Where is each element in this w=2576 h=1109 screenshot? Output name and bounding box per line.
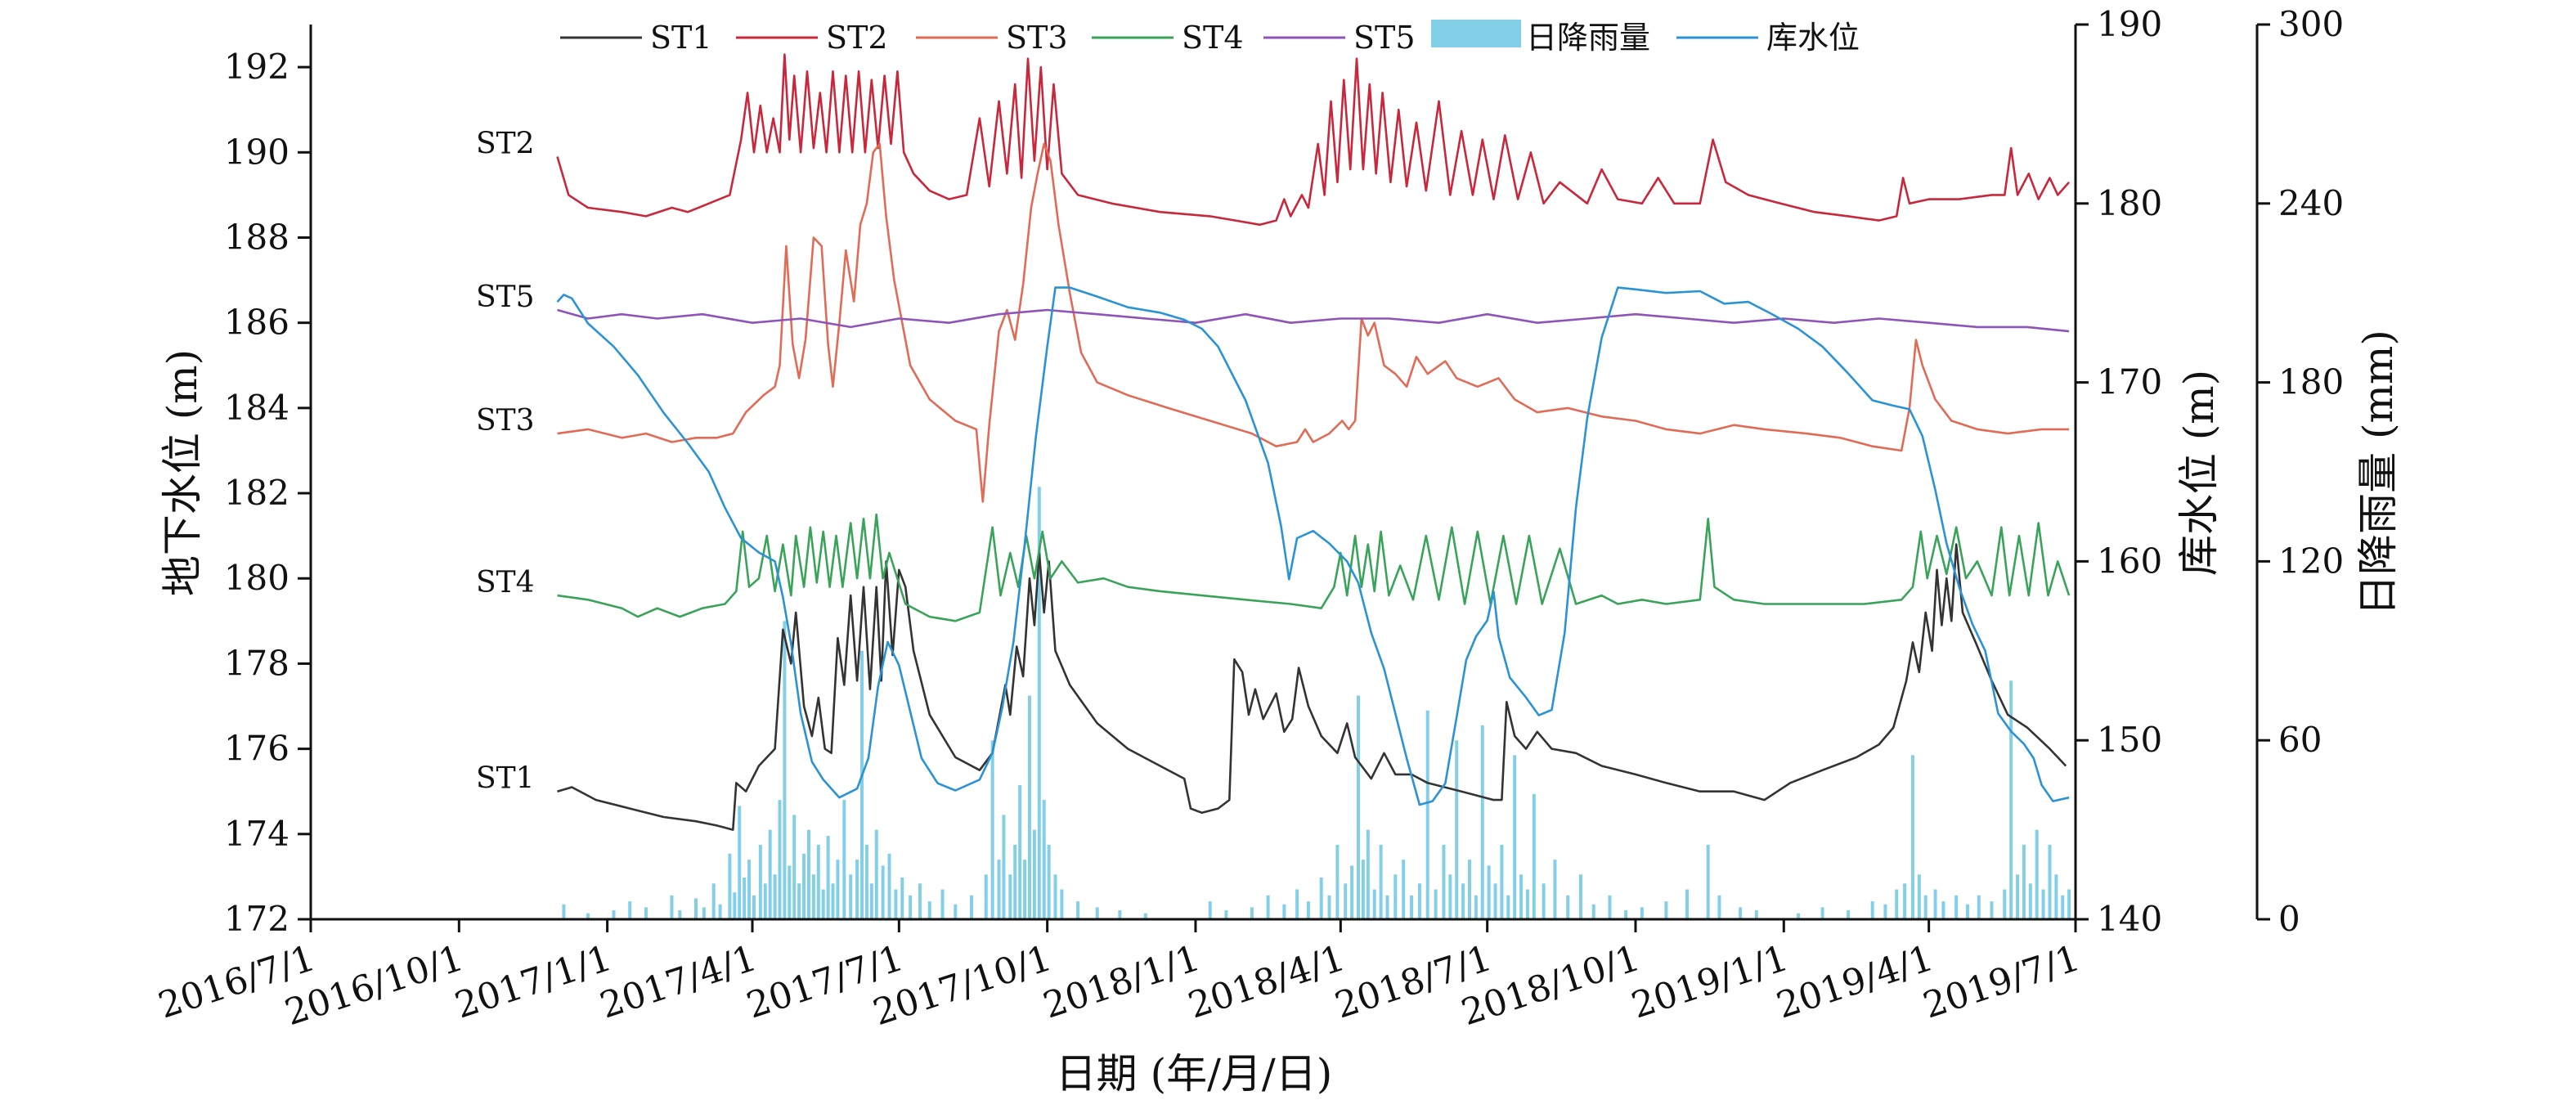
series-line-ST2 (556, 53, 2071, 227)
y-right2-tick-label: 240 (2278, 183, 2344, 223)
series-line-ST1 (557, 543, 2067, 831)
y-right2-tick-label: 120 (2278, 541, 2344, 581)
y-left-tick-label: 172 (224, 899, 289, 939)
y-right2-tick-label: 0 (2278, 899, 2300, 939)
y-axis-title-right-1: 库水位 (m) (2175, 370, 2223, 576)
x-tick-label: 2017/4/1 (595, 937, 762, 1027)
series-lines (556, 53, 2071, 831)
y-left-tick-label: 178 (224, 643, 289, 683)
y-left-tick-label: 174 (224, 814, 289, 854)
y-right2-tick-label: 180 (2278, 362, 2344, 402)
legend-label-日降雨量: 日降雨量 (1526, 20, 1650, 56)
legend-label-ST4: ST4 (1182, 20, 1244, 56)
series-label-ST1: ST1 (476, 762, 535, 796)
y-right1-tick-label: 190 (2097, 4, 2162, 44)
series-label-ST2: ST2 (476, 127, 535, 160)
y-left-tick-label: 176 (224, 729, 289, 769)
y-right2-tick-label: 60 (2278, 720, 2322, 760)
legend-label-ST5: ST5 (1353, 20, 1416, 56)
axes (309, 25, 2259, 921)
y-right1-tick-label: 150 (2097, 720, 2162, 760)
y-right1-tick-label: 140 (2097, 899, 2162, 939)
y-axis-title-right-2: 日降雨量 (mm) (2354, 330, 2402, 616)
series-line-ST3 (557, 142, 2070, 503)
legend-label-库水位: 库水位 (1766, 20, 1860, 56)
series-line-ST4 (557, 513, 2071, 622)
legend-swatch-rainfall (1431, 20, 1521, 47)
y-left-tick-label: 182 (224, 473, 289, 513)
series-labels: ST1 ST2 ST3 ST4 ST5 (476, 127, 535, 795)
y-left-tick-label: 180 (224, 558, 289, 598)
y-left-tick-label: 186 (224, 303, 289, 343)
legend-label-ST2: ST2 (826, 20, 888, 56)
rainfall-bars (562, 487, 2071, 919)
x-tick-label: 2018/4/1 (1183, 937, 1350, 1027)
y-right2-tick-label: 300 (2278, 4, 2344, 44)
x-tick-label: 2017/1/1 (450, 937, 617, 1027)
x-tick-label: 2019/7/1 (1919, 937, 2085, 1027)
y-right1-tick-label: 180 (2097, 183, 2162, 223)
y-left-tick-label: 188 (224, 217, 289, 257)
y-right1-tick-label: 170 (2097, 362, 2162, 402)
legend-label-ST1: ST1 (650, 20, 712, 56)
series-label-ST4: ST4 (476, 566, 535, 599)
series-label-ST3: ST3 (476, 404, 535, 438)
legend-label-ST3: ST3 (1006, 20, 1068, 56)
series-line-库水位 (556, 286, 2070, 806)
x-tick-label: 2018/1/1 (1039, 937, 1205, 1027)
x-tick-label: 2019/4/1 (1771, 937, 1938, 1027)
legend: ST1 ST2 ST3 ST4 ST5 日降雨量 库水位 (560, 20, 1860, 56)
y-left-tick-label: 184 (224, 388, 289, 428)
x-axis-title: 日期 (年/月/日) (1056, 1050, 1333, 1098)
y-right1-tick-label: 160 (2097, 541, 2162, 581)
x-tick-label: 2019/1/1 (1627, 937, 1793, 1027)
series-label-ST5: ST5 (476, 281, 535, 314)
y-left-tick-label: 190 (224, 132, 289, 172)
y-left-tick-label: 192 (224, 47, 289, 87)
y-axis-title-left: 地下水位 (m) (159, 349, 206, 596)
series-line-ST5 (557, 308, 2070, 333)
